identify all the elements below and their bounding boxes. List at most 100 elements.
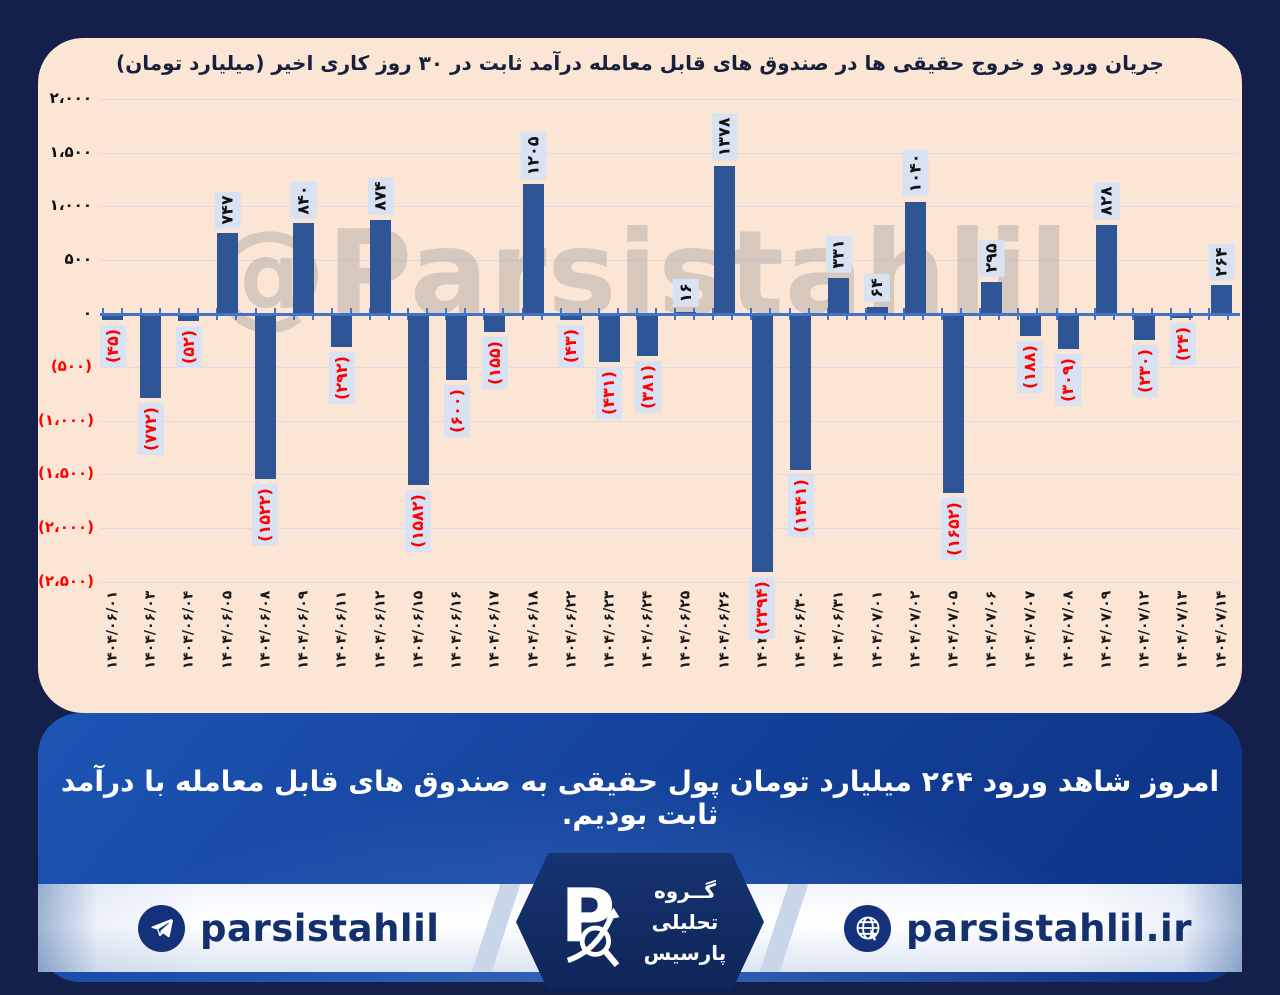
axis-tick <box>388 307 391 320</box>
bar-value-label: (۳۰۹) <box>1055 353 1082 406</box>
axis-tick <box>445 307 448 320</box>
x-date-label: ۱۴۰۴/۰۷/۰۸ <box>1060 590 1077 669</box>
bar <box>751 315 773 573</box>
bar <box>828 277 850 314</box>
y-axis-label: (۵۰۰) <box>50 357 92 376</box>
x-date-label: ۱۴۰۴/۰۶/۱۵ <box>410 590 427 669</box>
axis-tick <box>769 307 772 320</box>
bar <box>178 315 200 322</box>
bar-value-label: (۱۶۵۲) <box>940 497 967 560</box>
axis-tick <box>121 307 124 320</box>
x-date-label: ۱۴۰۴/۰۶/۱۷ <box>486 590 503 669</box>
chart-title: جریان ورود و خروج حقیقی ها در صندوق های … <box>116 51 1164 75</box>
axis-tick <box>407 307 410 320</box>
x-date-label: ۱۴۰۴/۰۶/۲۲ <box>563 590 580 669</box>
chart-card: جریان ورود و خروج حقیقی ها در صندوق های … <box>38 38 1242 713</box>
axis-tick <box>674 307 677 320</box>
y-axis-label: (۲،۰۰۰) <box>38 518 95 537</box>
bar-value-label: ۱۶ <box>672 279 699 307</box>
bar-value-label: ۸۴۰ <box>290 181 317 219</box>
axis-tick <box>483 307 486 320</box>
axis-tick <box>655 307 658 320</box>
bar <box>1134 315 1156 341</box>
axis-tick <box>693 307 696 320</box>
y-axis-label: ۱،۵۰۰ <box>49 142 92 161</box>
bar-value-label: (۱۸۸) <box>1016 340 1043 393</box>
axis-tick <box>140 307 143 320</box>
bar <box>140 315 162 399</box>
axis-tick <box>616 307 619 320</box>
axis-tick <box>426 307 429 320</box>
axis-tick <box>197 307 200 320</box>
summary-text: امروز شاهد ورود ۲۶۴ میلیارد تومان پول حق… <box>60 765 1220 831</box>
bar-value-label: (۱۵۸۲) <box>405 490 432 553</box>
bar <box>1057 315 1079 349</box>
y-axis-label: (۱،۰۰۰) <box>38 410 95 429</box>
gridline <box>100 420 1238 422</box>
y-axis-label: ۲،۰۰۰ <box>49 88 92 107</box>
axis-tick <box>1188 307 1191 320</box>
axis-tick <box>922 307 924 320</box>
x-date-label: ۱۴۰۴/۰۶/۰۵ <box>218 590 235 669</box>
bar-value-label: (۴۳) <box>558 325 585 368</box>
brand-name-line: پارسیس <box>643 940 727 965</box>
axis-tick <box>902 307 905 320</box>
bar-value-label: (۵۲) <box>176 326 203 369</box>
bar <box>216 233 238 314</box>
x-date-label: ۱۴۰۴/۰۶/۰۸ <box>257 590 274 669</box>
x-date-label: ۱۴۰۴/۰۶/۱۲ <box>371 590 388 669</box>
y-axis-label: ۵۰۰ <box>64 249 92 268</box>
axis-tick <box>1017 307 1020 320</box>
axis-tick <box>845 307 848 320</box>
axis-tick <box>540 307 543 320</box>
axis-tick <box>864 307 867 320</box>
bar-value-label: (۲۴) <box>1170 322 1197 366</box>
bar-value-label: ۷۴۷ <box>214 191 241 229</box>
x-date-label: ۱۴۰۴/۰۶/۱۸ <box>524 590 541 669</box>
axis-tick <box>368 307 371 320</box>
bar <box>369 219 391 314</box>
axis-tick <box>807 307 810 320</box>
x-date-label: ۱۴۰۴/۰۶/۲۳ <box>601 590 618 669</box>
telegram-icon <box>138 904 185 952</box>
bar <box>1095 224 1117 314</box>
x-date-label: ۱۴۰۴/۰۶/۰۳ <box>142 590 159 669</box>
x-date-label: ۱۴۰۴/۰۶/۰۱ <box>104 590 121 669</box>
x-date-label: ۱۴۰۴/۰۷/۰۵ <box>945 590 962 669</box>
bar <box>1172 315 1194 319</box>
bar <box>981 281 1003 314</box>
axis-tick <box>178 307 181 320</box>
bar-value-label: (۱۵۵) <box>481 337 508 390</box>
bar-value-label: ۳۳۱ <box>826 235 853 274</box>
gridline <box>100 528 1238 530</box>
bar <box>637 315 659 357</box>
x-date-label: ۱۴۰۴/۰۷/۱۴ <box>1212 590 1229 669</box>
bar-value-label: (۲۹۲) <box>328 351 355 404</box>
axis-tick <box>635 307 638 320</box>
gridline <box>100 367 1238 369</box>
bar <box>102 315 123 321</box>
x-date-label: ۱۴۰۴/۰۶/۱۱ <box>333 590 350 669</box>
x-date-label: ۱۴۰۴/۰۷/۱۳ <box>1174 590 1191 669</box>
axis-tick <box>960 307 963 320</box>
y-axis-label: ۱،۰۰۰ <box>49 196 92 215</box>
bar-value-label: (۴۳۱) <box>596 366 623 419</box>
bar-value-label: (۷۷۲) <box>137 403 164 456</box>
bar <box>866 306 888 314</box>
bar-value-label: (۶۰۰) <box>443 384 470 437</box>
globe-icon <box>844 904 892 952</box>
axis-tick <box>731 307 734 320</box>
x-date-label: ۱۴۰۴/۰۷/۰۲ <box>907 590 924 669</box>
bar <box>522 184 544 314</box>
bar-value-label: ۲۶۴ <box>1208 243 1235 281</box>
bar-value-label: ۶۴ <box>863 273 890 302</box>
bar-value-label: (۲۳۰) <box>1131 345 1158 398</box>
y-axis-label: (۱،۵۰۰) <box>38 464 95 483</box>
axis-tick <box>1131 307 1134 320</box>
axis-tick <box>788 307 791 320</box>
axis-tick <box>521 307 524 320</box>
bar-value-label: (۴۵) <box>99 325 126 368</box>
axis-tick <box>712 307 715 320</box>
axis-tick <box>159 307 162 320</box>
